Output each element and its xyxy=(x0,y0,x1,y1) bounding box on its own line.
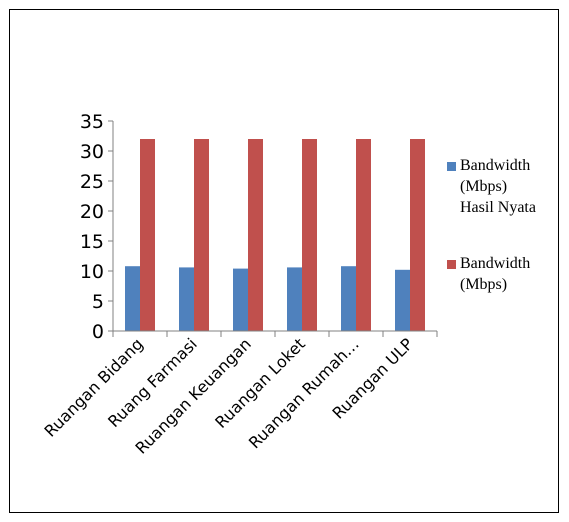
y-tick-label: 25 xyxy=(80,171,104,193)
y-axis: 0 5 10 15 20 25 30 35 xyxy=(80,111,114,343)
legend-label: (Mbps) xyxy=(460,178,507,195)
bar-bandwidth xyxy=(356,139,371,331)
bar-hasil-nyata xyxy=(125,266,140,331)
bar-bandwidth xyxy=(410,139,425,331)
bar-bandwidth xyxy=(302,139,317,331)
y-tick-label: 35 xyxy=(80,111,104,133)
y-tick-label: 30 xyxy=(80,141,104,163)
bar-bandwidth xyxy=(248,139,263,331)
y-tick-label: 10 xyxy=(80,261,104,283)
bars xyxy=(125,139,425,331)
category-label: Ruangan Bidang xyxy=(41,334,147,440)
legend-swatch xyxy=(447,162,456,171)
legend-label: Bandwidth xyxy=(460,157,530,174)
bar-hasil-nyata xyxy=(233,268,248,331)
y-tick-label: 20 xyxy=(80,201,104,223)
bar-hasil-nyata xyxy=(395,269,410,331)
legend-label: (Mbps) xyxy=(460,276,507,293)
legend-swatch xyxy=(447,260,456,269)
bar-hasil-nyata xyxy=(179,267,194,331)
y-tick-label: 15 xyxy=(80,231,104,253)
bar-bandwidth xyxy=(140,139,155,331)
chart-frame xyxy=(9,9,559,513)
legend-label: Hasil Nyata xyxy=(460,199,536,216)
bar-hasil-nyata xyxy=(341,266,356,331)
bar-hasil-nyata xyxy=(287,267,302,331)
bar-bandwidth xyxy=(194,139,209,331)
y-tick-label: 0 xyxy=(92,321,104,343)
legend-label: Bandwidth xyxy=(460,255,530,272)
y-tick-label: 5 xyxy=(92,291,104,313)
legend: Bandwidth (Mbps) Hasil Nyata Bandwidth (Mbps… xyxy=(447,157,536,293)
